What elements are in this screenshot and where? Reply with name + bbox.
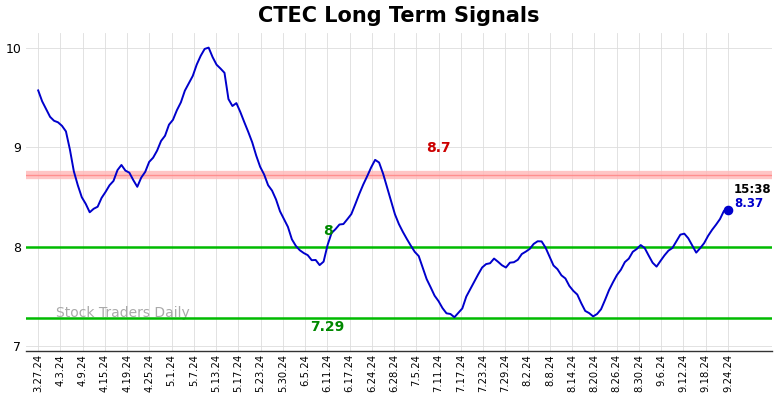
Text: 8.37: 8.37 — [734, 197, 763, 210]
Point — [721, 207, 734, 213]
Text: 8.7: 8.7 — [426, 141, 451, 155]
Text: 7.29: 7.29 — [310, 320, 345, 334]
Text: 8: 8 — [323, 224, 332, 238]
Text: Stock Traders Daily: Stock Traders Daily — [56, 306, 190, 320]
Text: 15:38: 15:38 — [734, 183, 771, 196]
Title: CTEC Long Term Signals: CTEC Long Term Signals — [258, 6, 539, 25]
